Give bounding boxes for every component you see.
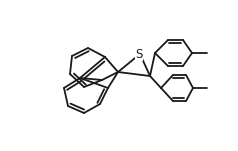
- Text: S: S: [135, 48, 143, 61]
